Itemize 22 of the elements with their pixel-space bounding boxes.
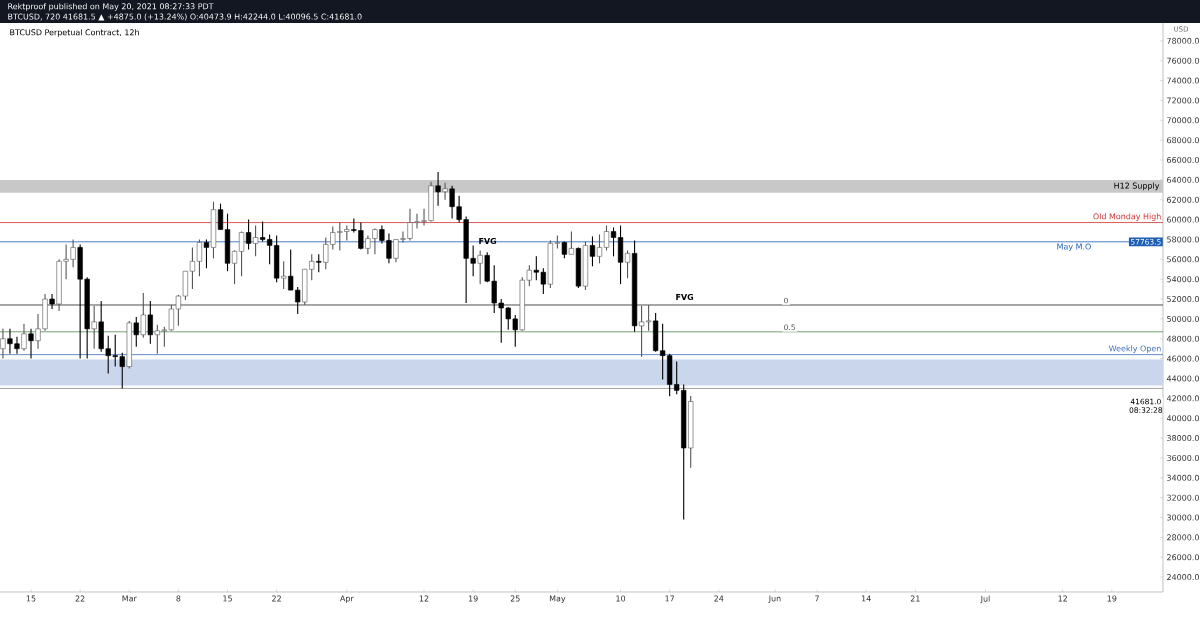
candlestick	[91, 305, 97, 350]
candlestick	[281, 260, 287, 290]
candlestick	[21, 323, 27, 352]
candlestick	[49, 293, 55, 310]
candlestick	[589, 235, 596, 267]
candlestick	[203, 238, 210, 269]
candlestick	[596, 233, 603, 264]
candlestick	[610, 226, 617, 257]
candlestick	[252, 225, 259, 257]
candlestick	[245, 219, 252, 250]
candlestick	[147, 300, 153, 345]
candlestick	[0, 328, 6, 360]
candlestick	[435, 171, 441, 207]
candlestick	[477, 249, 483, 285]
candlestick	[217, 203, 224, 231]
candlestick	[603, 225, 610, 251]
candlestick	[442, 182, 448, 201]
candlestick	[28, 328, 34, 360]
candlestick	[133, 316, 139, 348]
candlestick	[568, 230, 575, 255]
candlestick	[624, 249, 631, 279]
candlestick	[140, 292, 146, 339]
